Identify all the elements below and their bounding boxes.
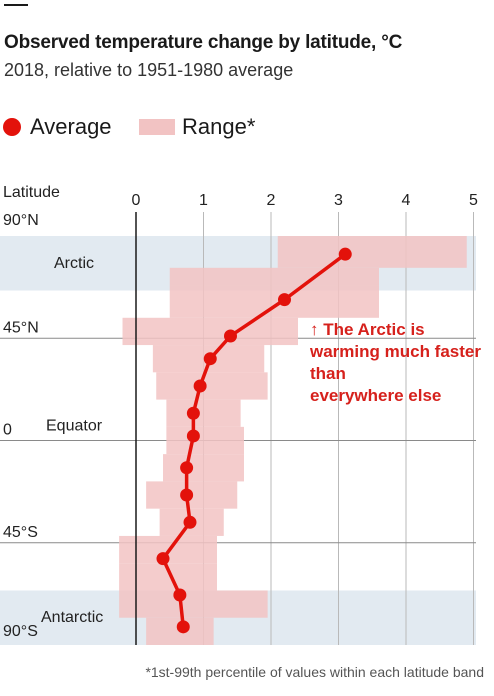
x-tick-label: 0 <box>132 192 141 209</box>
legend-average-marker <box>3 118 21 136</box>
region-label-arctic: Arctic <box>54 255 94 272</box>
legend-average-label: Average <box>30 114 112 139</box>
range-bar <box>166 399 241 427</box>
range-bar <box>156 372 268 400</box>
y-tick-label: 90°N <box>3 212 39 229</box>
chart-footnote: *1st-99th percentile of values within ea… <box>145 664 484 680</box>
annotation-line: than <box>310 364 346 383</box>
annotation-line: ↑ The Arctic is <box>310 320 425 339</box>
average-point <box>180 461 194 475</box>
annotation-line: everywhere else <box>310 386 441 405</box>
legend-range-label: Range* <box>182 114 256 139</box>
average-point <box>203 352 217 366</box>
average-point <box>173 588 187 602</box>
range-bar <box>122 317 298 346</box>
x-tick-label: 3 <box>334 192 343 209</box>
region-label-equator: Equator <box>46 418 103 435</box>
legend-range-swatch <box>139 119 175 135</box>
average-point <box>193 379 207 393</box>
x-tick-label: 1 <box>199 192 208 209</box>
y-tick-label: 45°S <box>3 524 38 541</box>
average-point <box>180 488 194 502</box>
average-point <box>183 515 197 529</box>
chart-subtitle: 2018, relative to 1951-1980 average <box>4 60 294 80</box>
range-bar <box>163 454 244 482</box>
top-rule <box>4 4 28 6</box>
region-label-antarctic: Antarctic <box>41 609 103 626</box>
y-tick-label: 90°S <box>3 623 38 640</box>
annotation-line: warming much faster <box>309 342 481 361</box>
average-point <box>278 293 291 307</box>
range-bar <box>277 236 467 268</box>
average-point <box>156 552 170 566</box>
y-tick-label: 0 <box>3 422 12 439</box>
average-point <box>176 620 190 634</box>
y-axis-title: Latitude <box>3 184 60 201</box>
range-bar <box>169 267 379 286</box>
range-bar <box>169 285 379 318</box>
y-tick-label: 45°N <box>3 319 39 336</box>
average-point <box>338 247 352 261</box>
x-tick-label: 4 <box>402 192 411 209</box>
average-point <box>186 406 200 420</box>
x-tick-label: 2 <box>267 192 276 209</box>
x-tick-label: 5 <box>469 192 478 209</box>
range-bar <box>119 590 268 618</box>
average-point <box>224 329 237 343</box>
range-bar <box>166 426 244 455</box>
average-point <box>186 429 200 443</box>
chart-title: Observed temperature change by latitude,… <box>4 32 403 53</box>
